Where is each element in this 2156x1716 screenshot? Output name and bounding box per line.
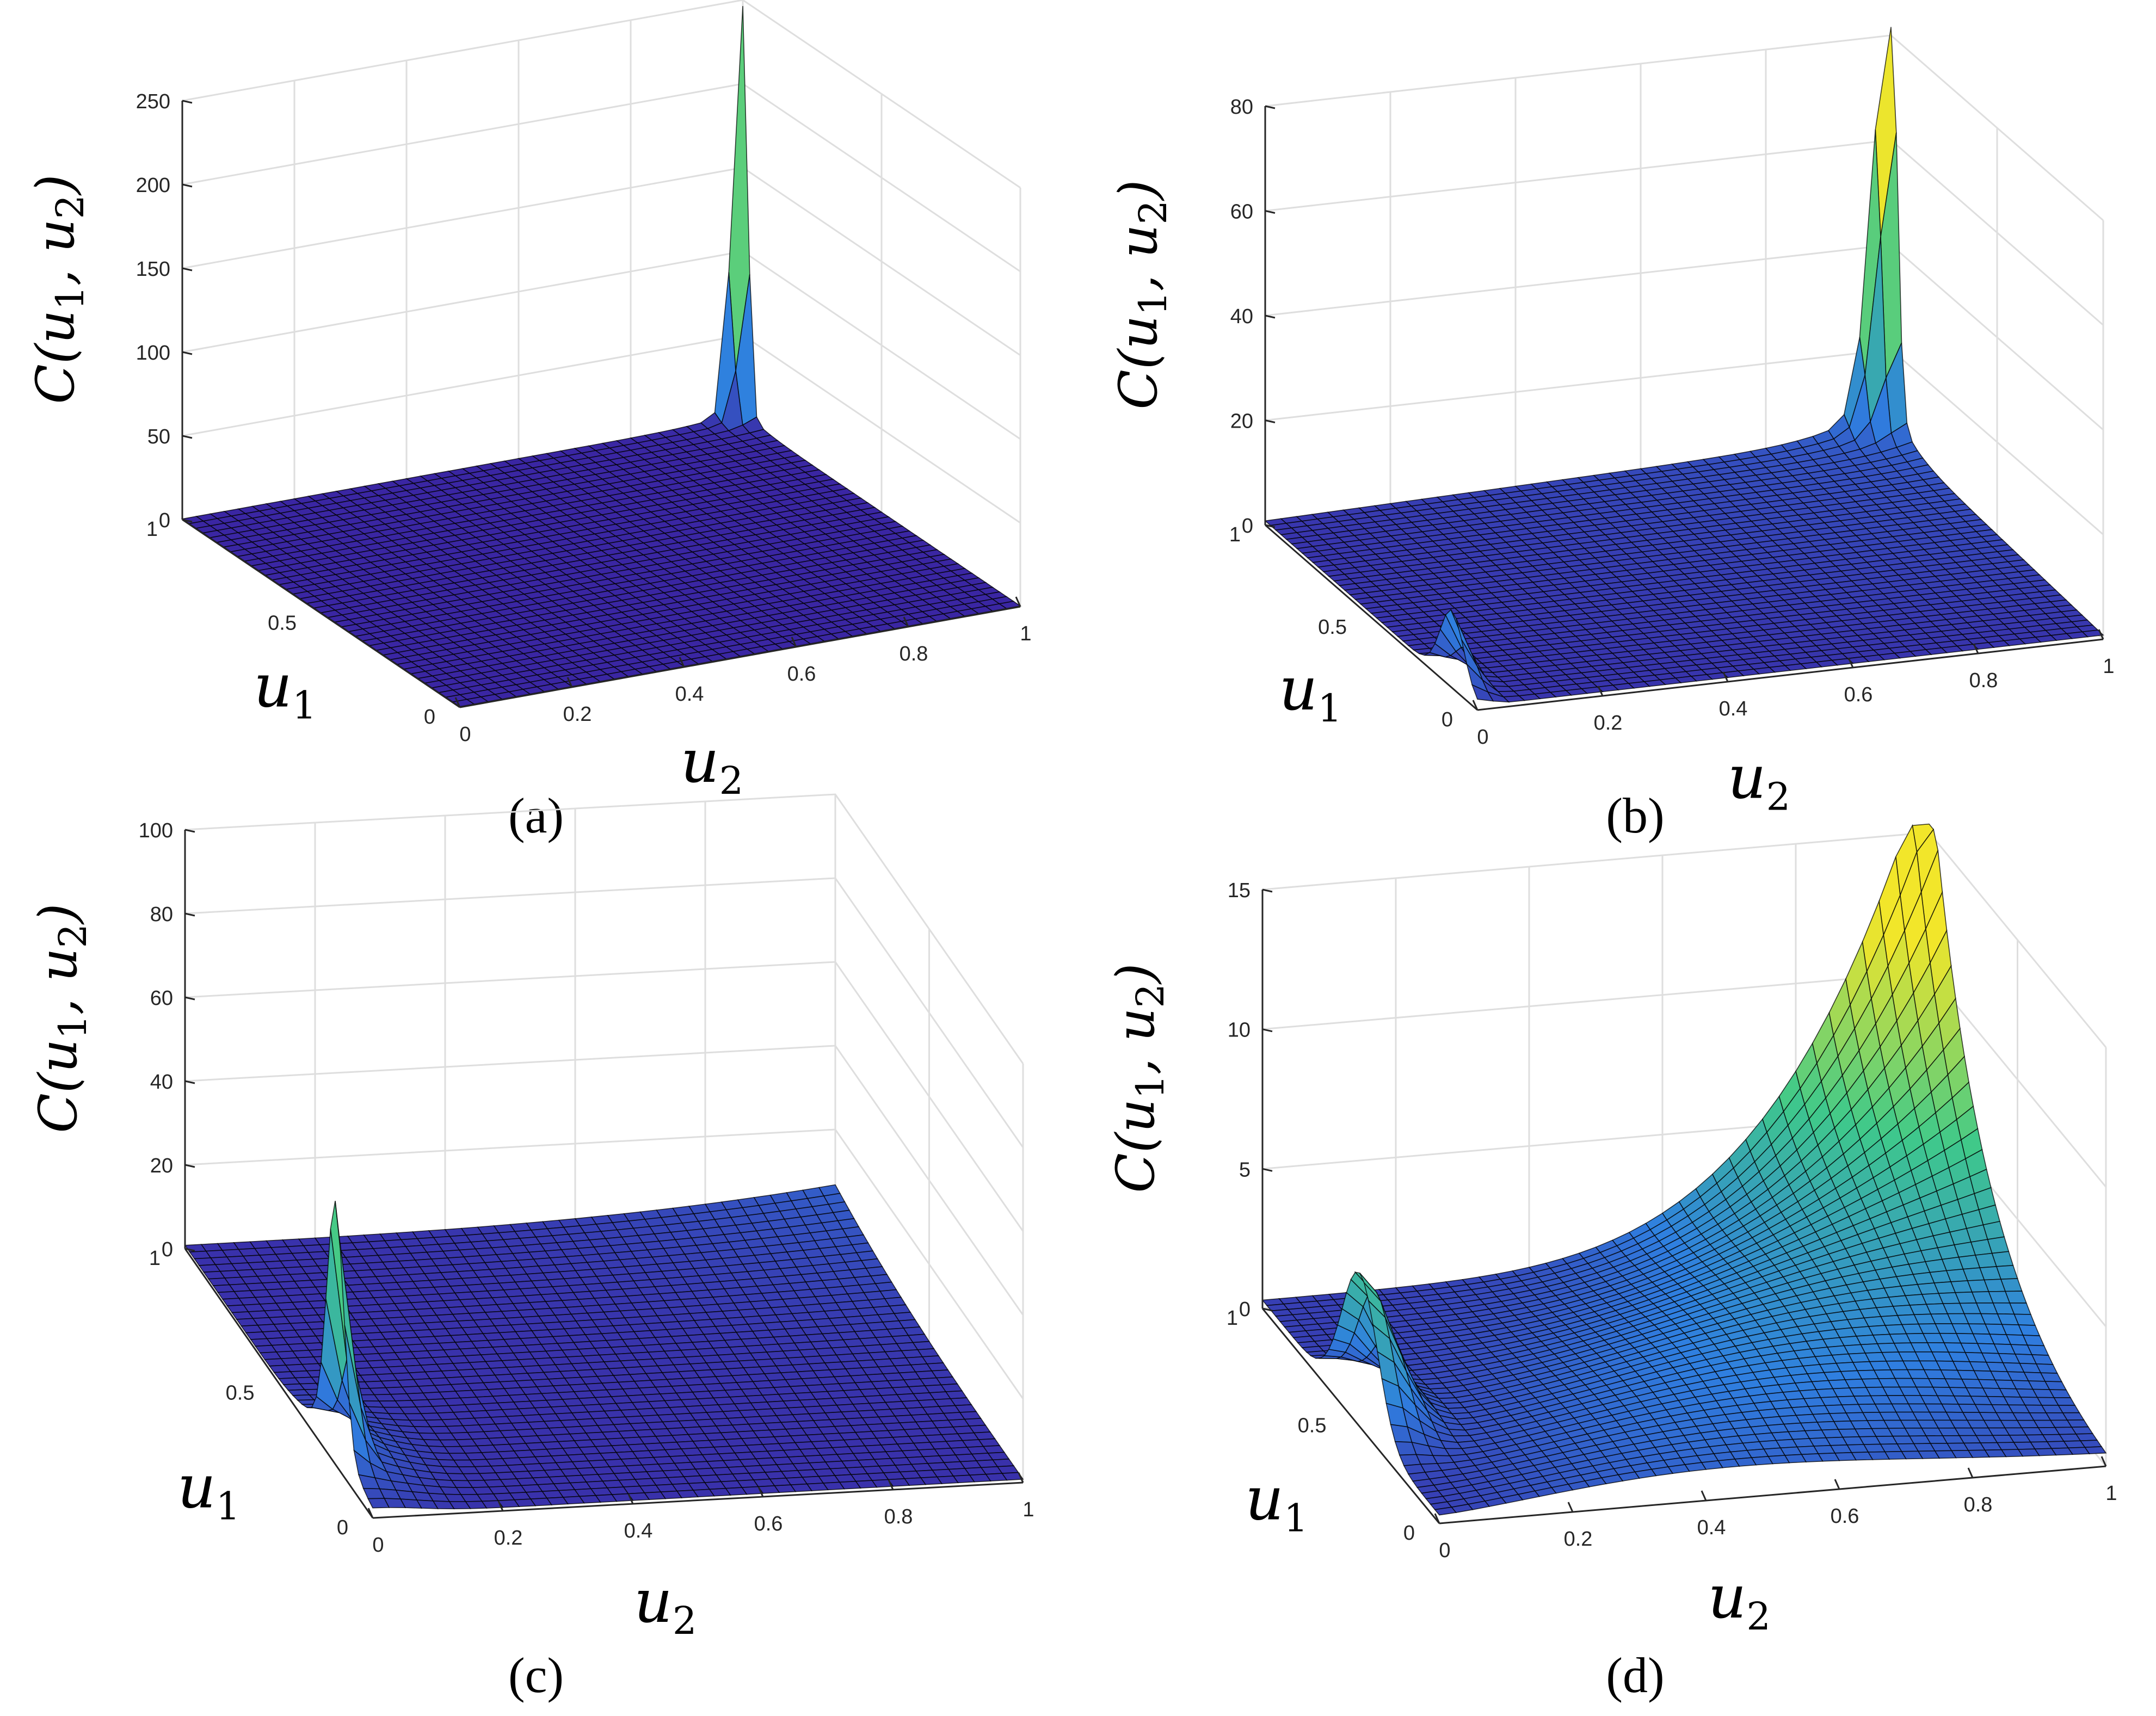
u2-tick-label: 1 — [1022, 1498, 1034, 1521]
z-gridline — [182, 83, 1021, 273]
surface-mesh — [1261, 823, 2107, 1516]
z-tick-mark — [1265, 419, 1276, 423]
surface-mesh — [1264, 27, 2104, 703]
u2-tick-label: 0.4 — [1719, 697, 1748, 720]
z-tick-label: 100 — [139, 819, 173, 842]
z-tick-mark — [182, 183, 193, 188]
u1-tick-label: 0 — [337, 1516, 348, 1539]
z-tick-label: 20 — [150, 1155, 173, 1177]
u2-tick-label: 1 — [2103, 655, 2114, 678]
z-tick-mark — [182, 267, 193, 271]
u2-tick-mark — [679, 657, 685, 668]
z-tick-label: 40 — [150, 1071, 173, 1094]
z-gridline — [182, 0, 1021, 189]
z-tick-label: 150 — [136, 258, 170, 281]
z-axis-label: C(u1, u2) — [28, 903, 95, 1133]
z-tick-label: 80 — [150, 903, 173, 926]
z-gridline — [184, 877, 1024, 1148]
z-tick-mark — [182, 518, 193, 523]
u2-tick-label: 0.6 — [787, 663, 816, 686]
z-gridline — [184, 793, 1024, 1064]
u1-tick-label: 0 — [1442, 708, 1453, 731]
u2-axis-label: u2 — [1728, 743, 1790, 819]
u2-tick-mark — [791, 637, 797, 647]
u1-tick-label: 0.5 — [268, 612, 297, 635]
z-gridline — [1262, 831, 2107, 1048]
z-tick-mark — [182, 435, 193, 439]
z-tick-label: 0 — [1242, 515, 1253, 538]
u2-tick-label: 0.8 — [1969, 669, 1998, 692]
u2-tick-label: 0.8 — [884, 1505, 913, 1528]
z-tick-label: 0 — [159, 509, 170, 532]
u2-tick-mark — [566, 677, 573, 688]
u2-axis-label: u2 — [634, 1566, 697, 1643]
u2-axis — [459, 606, 1021, 708]
u1-tick-label: 1 — [146, 518, 158, 541]
z-tick-label: 200 — [136, 174, 170, 197]
z-tick-label: 250 — [136, 90, 170, 113]
z-gridline — [182, 250, 1021, 440]
z-tick-mark — [182, 351, 193, 355]
z-tick-label: 50 — [147, 425, 170, 448]
z-tick-label: 60 — [150, 987, 173, 1010]
z-gridline — [182, 166, 1021, 356]
z-tick-label: 0 — [162, 1238, 173, 1261]
u2-tick-mark — [1015, 596, 1021, 607]
surface-mesh — [181, 6, 1022, 707]
z-tick-mark — [1265, 210, 1276, 214]
z-tick-label: 40 — [1230, 305, 1253, 328]
u1-tick-label: 1 — [149, 1247, 161, 1270]
u1-tick-label: 0 — [424, 706, 435, 729]
z-tick-label: 60 — [1230, 201, 1253, 224]
z-tick-mark — [1265, 105, 1276, 109]
panel-label: (a) — [508, 788, 564, 843]
u2-tick-mark — [454, 697, 461, 708]
surface-mesh — [184, 1184, 1024, 1510]
u1-tick-label: 0.5 — [1318, 616, 1347, 639]
u2-tick-label: 0.2 — [1594, 712, 1623, 734]
u2-tick-label: 0.6 — [754, 1513, 783, 1535]
u1-axis-label: u1 — [1279, 654, 1341, 731]
z-tick-label: 80 — [1230, 96, 1253, 119]
u2-tick-label: 1 — [1020, 622, 1031, 645]
u2-tick-label: 0.2 — [563, 703, 592, 726]
panel-label: (b) — [1606, 788, 1664, 843]
z-gridline — [184, 961, 1024, 1232]
u2-tick-label: 0.6 — [1844, 683, 1873, 706]
u1-axis-label: u1 — [177, 1452, 240, 1529]
panel-label: (c) — [508, 1647, 564, 1703]
u2-tick-label: 0 — [1477, 726, 1488, 749]
u2-tick-label: 0.4 — [624, 1520, 653, 1542]
u2-axis-label: u2 — [681, 726, 743, 803]
u1-axis — [182, 518, 460, 708]
z-tick-label: 20 — [1230, 410, 1253, 433]
z-tick-label: 100 — [136, 342, 170, 365]
u1-tick-label: 0.5 — [226, 1382, 255, 1405]
u2-tick-label: 0.2 — [494, 1527, 523, 1550]
u2-tick-label: 0 — [372, 1534, 384, 1557]
u2-tick-label: 0 — [459, 723, 471, 746]
u1-axis-label: u1 — [254, 651, 316, 728]
z-tick-mark — [1265, 314, 1276, 319]
u2-tick-label: 0.4 — [675, 683, 704, 706]
u2-tick-mark — [903, 616, 909, 627]
z-tick-mark — [182, 100, 193, 104]
z-axis-label: C(u1, u2) — [25, 174, 93, 404]
u1-tick-label: 1 — [1229, 523, 1241, 546]
u2-tick-label: 0.8 — [900, 643, 928, 665]
z-axis-label: C(u1, u2) — [1108, 180, 1175, 409]
surface-plot-a: 05010015020025000.5100.20.40.60.81C(u1, … — [25, 0, 1032, 843]
